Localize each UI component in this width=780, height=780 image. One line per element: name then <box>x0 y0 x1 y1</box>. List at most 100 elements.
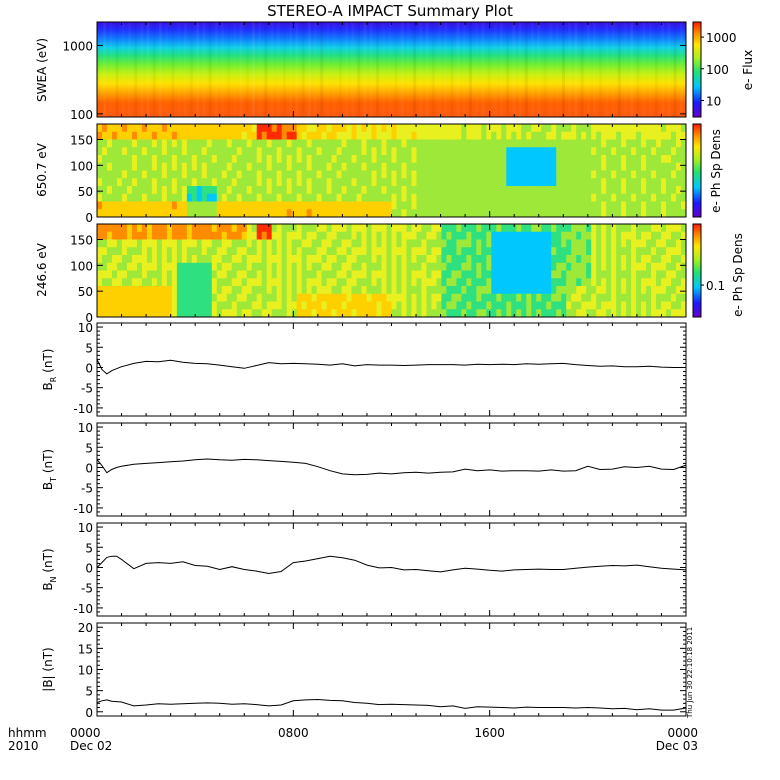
heatmap-cell <box>181 131 188 141</box>
heatmap-cell <box>496 124 502 133</box>
heatmap-cell <box>331 278 338 287</box>
heatmap-cell <box>606 224 612 233</box>
heatmap-cell <box>411 255 418 264</box>
heatmap-cell <box>461 170 467 179</box>
heatmap-cell <box>491 209 497 217</box>
heatmap-cell <box>481 293 487 303</box>
heatmap-cell <box>106 309 113 317</box>
heatmap-cell <box>116 170 123 179</box>
heatmap-cell <box>326 231 333 241</box>
heatmap-cell <box>156 255 163 264</box>
heatmap-cell <box>361 293 368 303</box>
heatmap-cell <box>671 162 677 172</box>
heatmap-cell <box>416 247 423 256</box>
heatmap-cell <box>601 162 607 172</box>
heatmap-cell <box>261 186 268 195</box>
heatmap-cell <box>501 147 507 156</box>
heatmap-cell <box>206 278 213 287</box>
pad-246-colorbar <box>692 223 702 318</box>
heatmap-cell <box>541 170 547 179</box>
heatmap-cell <box>541 247 547 256</box>
heatmap-cell <box>661 139 667 148</box>
heatmap-cell <box>166 155 173 164</box>
heatmap-cell <box>506 139 512 148</box>
heatmap-cell <box>471 131 477 141</box>
heatmap-cell <box>451 224 457 233</box>
heatmap-cell <box>526 247 532 256</box>
heatmap-cell <box>301 186 308 195</box>
heatmap-cell <box>536 255 542 264</box>
heatmap-cell <box>136 178 143 187</box>
heatmap-cell <box>571 124 577 133</box>
heatmap-cell <box>211 239 218 248</box>
heatmap-cell <box>596 193 602 203</box>
heatmap-cell <box>461 224 467 233</box>
heatmap-cell <box>631 278 637 287</box>
heatmap-cell <box>171 239 178 248</box>
heatmap-cell <box>616 139 622 148</box>
y-tick-label: 150 <box>70 134 93 148</box>
heatmap-cell <box>231 255 238 264</box>
heatmap-cell <box>496 270 502 279</box>
heatmap-cell <box>411 131 418 141</box>
heatmap-cell <box>386 147 393 156</box>
heatmap-cell <box>601 139 607 148</box>
heatmap-cell <box>476 309 482 317</box>
heatmap-cell <box>596 309 602 317</box>
heatmap-cell <box>531 170 537 179</box>
heatmap-cell <box>301 139 308 148</box>
heatmap-cell <box>181 209 188 217</box>
heatmap-cell <box>121 162 128 172</box>
heatmap-cell <box>621 247 627 256</box>
heatmap-cell <box>626 155 632 164</box>
heatmap-cell <box>601 278 607 287</box>
heatmap-cell <box>351 278 358 287</box>
heatmap-cell <box>676 186 682 195</box>
heatmap-cell <box>506 155 512 164</box>
heatmap-cell <box>446 239 452 248</box>
heatmap-cell <box>421 278 428 287</box>
swea-streak <box>264 22 268 117</box>
heatmap-cell <box>276 193 283 203</box>
heatmap-cell <box>136 270 143 279</box>
heatmap-cell <box>646 131 652 141</box>
heatmap-cell <box>101 139 108 148</box>
heatmap-cell <box>126 162 133 172</box>
heatmap-cell <box>491 147 497 156</box>
heatmap-cell <box>161 293 168 303</box>
heatmap-cell <box>186 309 193 317</box>
heatmap-cell <box>296 178 303 187</box>
heatmap-cell <box>571 286 577 295</box>
heatmap-cell <box>411 193 418 203</box>
heatmap-cell <box>476 186 482 195</box>
bn-series-line <box>96 555 687 575</box>
heatmap-cell <box>161 301 168 310</box>
heatmap-cell <box>586 301 592 310</box>
heatmap-cell <box>456 247 462 256</box>
heatmap-cell <box>531 193 537 203</box>
heatmap-cell <box>241 231 248 241</box>
heatmap-cell <box>521 293 527 303</box>
heatmap-cell <box>586 255 592 264</box>
heatmap-cell <box>266 286 273 295</box>
heatmap-cell <box>501 255 507 264</box>
heatmap-cell <box>176 162 183 172</box>
heatmap-cell <box>531 147 537 156</box>
heatmap-cell <box>616 231 622 241</box>
heatmap-cell <box>97 224 103 233</box>
heatmap-cell <box>521 178 527 187</box>
heatmap-cell <box>656 224 662 233</box>
heatmap-cell <box>351 155 358 164</box>
heatmap-cell <box>521 286 527 295</box>
heatmap-cell <box>386 247 393 256</box>
heatmap-cell <box>571 278 577 287</box>
heatmap-cell <box>136 139 143 148</box>
heatmap-cell <box>376 262 383 272</box>
heatmap-cell <box>621 239 627 248</box>
heatmap-cell <box>571 193 577 203</box>
heatmap-cell <box>271 262 278 272</box>
heatmap-cell <box>451 139 457 148</box>
heatmap-cell <box>201 293 208 303</box>
heatmap-cell <box>191 270 198 279</box>
